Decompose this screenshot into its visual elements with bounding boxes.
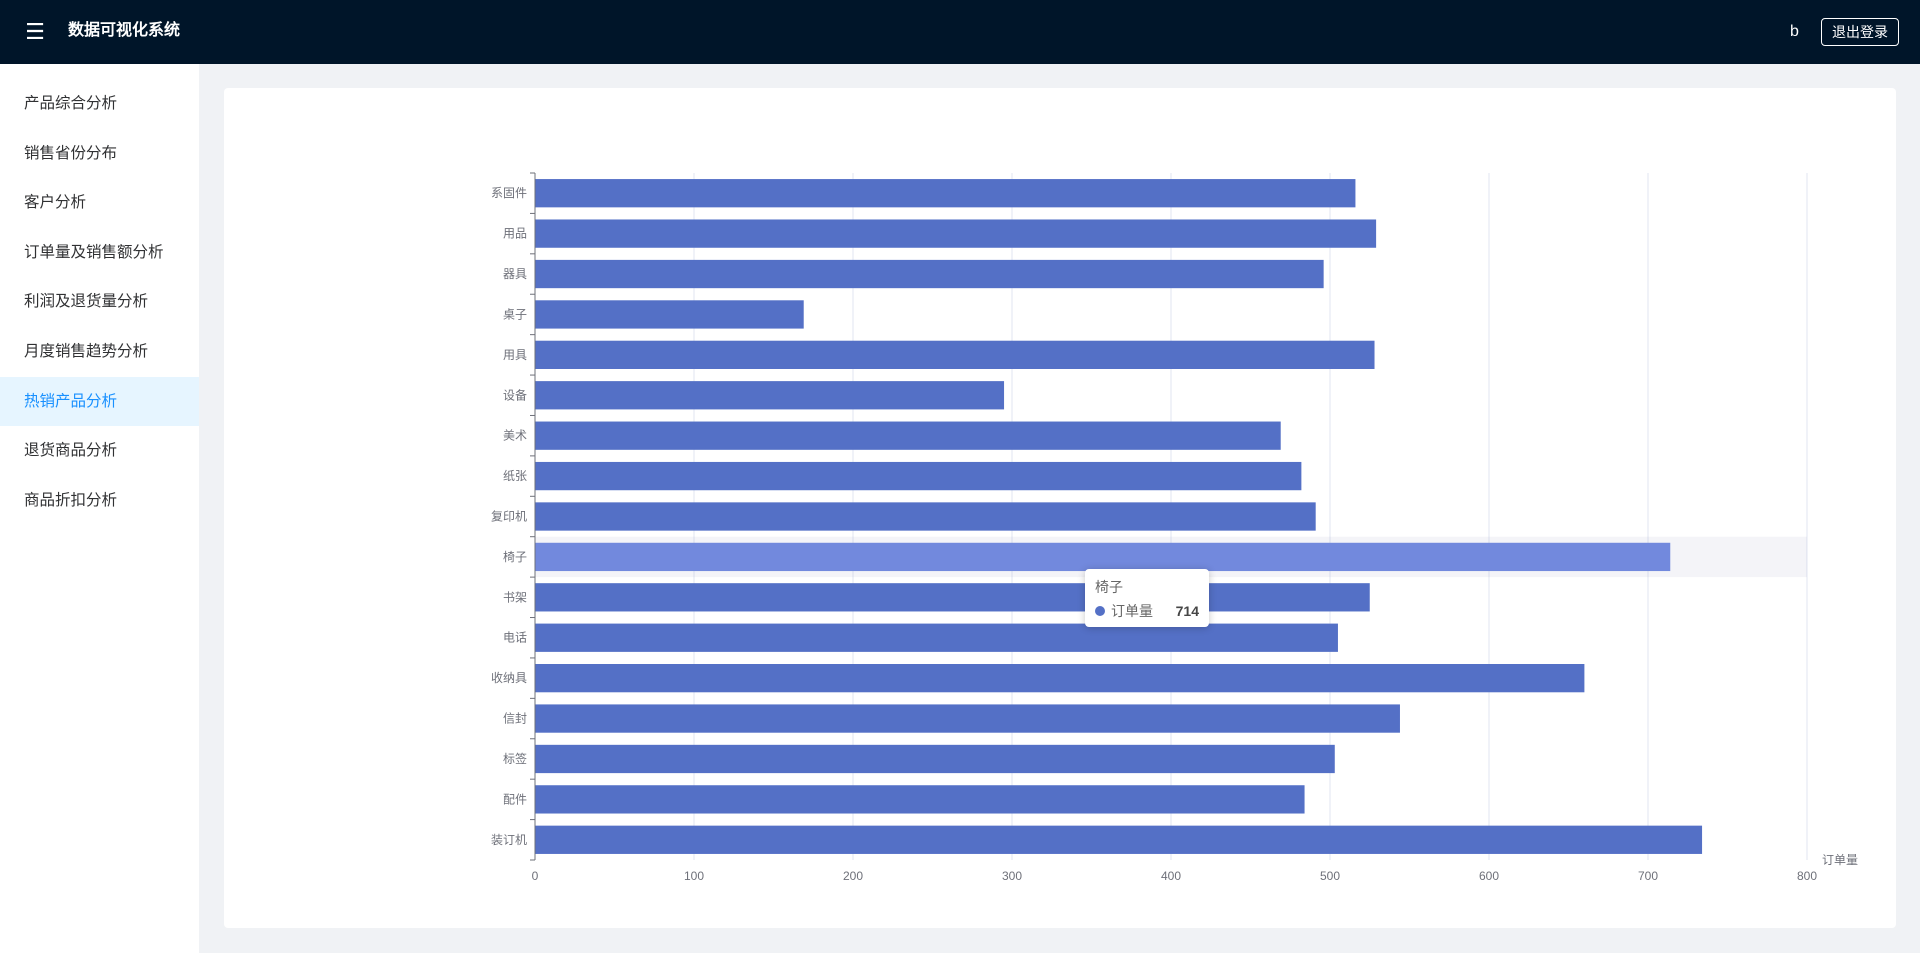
y-tick-label: 美术 <box>503 429 527 443</box>
y-tick-label: 电话 <box>503 631 527 645</box>
x-tick-label: 0 <box>532 869 539 883</box>
x-tick-label: 700 <box>1638 869 1658 883</box>
sidebar-item-returned-products[interactable]: 退货商品分析 <box>24 442 118 460</box>
y-tick-label: 椅子 <box>503 550 527 564</box>
y-tick-label: 用具 <box>503 348 527 362</box>
chart-tooltip: 椅子 订单量 714 <box>1085 569 1209 627</box>
bar[interactable] <box>535 583 1370 612</box>
tooltip-series-name: 订单量 <box>1111 603 1153 619</box>
bar[interactable] <box>535 502 1316 531</box>
y-tick-label: 设备 <box>503 388 527 402</box>
bar[interactable] <box>535 381 1005 410</box>
bar[interactable] <box>535 421 1281 450</box>
bar[interactable] <box>535 825 1703 854</box>
sidebar-item-profit-returns[interactable]: 利润及退货量分析 <box>24 293 149 311</box>
series-dot-icon <box>1095 606 1105 616</box>
bar[interactable] <box>535 704 1400 733</box>
chart-card: 系固件用品器具桌子用具设备美术纸张复印机椅子书架电话收纳具信封标签配件装订机 0 1… <box>224 88 1896 928</box>
y-tick-label: 纸张 <box>503 469 527 483</box>
y-tick-label: 复印机 <box>491 510 527 524</box>
bar[interactable] <box>535 179 1356 208</box>
x-tick-label: 500 <box>1320 869 1340 883</box>
bar[interactable] <box>535 744 1335 774</box>
app-title: 数据可视化系统 <box>68 22 181 39</box>
bar[interactable] <box>535 340 1375 369</box>
bar[interactable] <box>535 259 1324 289</box>
x-tick-label: 800 <box>1797 869 1817 883</box>
username: b <box>1790 23 1799 40</box>
y-tick-label: 装订机 <box>491 833 527 847</box>
bar[interactable] <box>535 461 1302 491</box>
sidebar-item-hot-products[interactable]: 热销产品分析 <box>0 376 199 427</box>
sidebar-item-monthly-trend[interactable]: 月度销售趋势分析 <box>24 342 149 360</box>
y-tick-label: 系固件 <box>491 186 527 200</box>
x-tick-label: 400 <box>1161 869 1181 883</box>
bar[interactable] <box>535 219 1377 248</box>
y-tick-label: 用品 <box>503 227 527 241</box>
x-axis-label: 订单量 <box>1822 853 1858 867</box>
y-tick-label: 器具 <box>503 267 527 281</box>
bar[interactable] <box>535 542 1671 572</box>
logout-button[interactable]: 退出登录 <box>1821 18 1899 46</box>
x-tick-label: 300 <box>1002 869 1022 883</box>
tooltip-value: 714 <box>1175 603 1199 619</box>
y-tick-label: 桌子 <box>503 307 527 321</box>
y-tick-label: 书架 <box>503 590 527 604</box>
y-tick-label: 标签 <box>503 751 527 766</box>
bar[interactable] <box>535 664 1585 693</box>
x-tick-label: 100 <box>684 869 704 883</box>
hamburger-icon[interactable]: ☰ <box>25 19 45 44</box>
bar[interactable] <box>535 300 804 329</box>
sidebar-item-product-overview[interactable]: 产品综合分析 <box>24 95 118 112</box>
sidebar-item-province-distribution[interactable]: 销售省份分布 <box>24 144 118 162</box>
sidebar-item-customer-analysis[interactable]: 客户分析 <box>24 194 87 212</box>
sidebar-item-discount-analysis[interactable]: 商品折扣分析 <box>24 491 118 509</box>
y-tick-label: 信封 <box>503 712 527 726</box>
y-tick-label: 收纳具 <box>491 671 527 685</box>
top-header: ☰ 数据可视化系统 b 退出登录 <box>0 0 1920 64</box>
x-tick-label: 200 <box>843 869 863 883</box>
sidebar: 产品综合分析 销售省份分布 客户分析 订单量及销售额分析 利润及退货量分析 月度… <box>0 64 199 953</box>
bar[interactable] <box>535 623 1338 652</box>
x-tick-label: 600 <box>1479 869 1499 883</box>
tooltip-title: 椅子 <box>1095 579 1123 595</box>
sidebar-item-orders-sales[interactable]: 订单量及销售额分析 <box>24 243 164 261</box>
bar[interactable] <box>535 785 1305 814</box>
y-tick-label: 配件 <box>503 792 527 806</box>
